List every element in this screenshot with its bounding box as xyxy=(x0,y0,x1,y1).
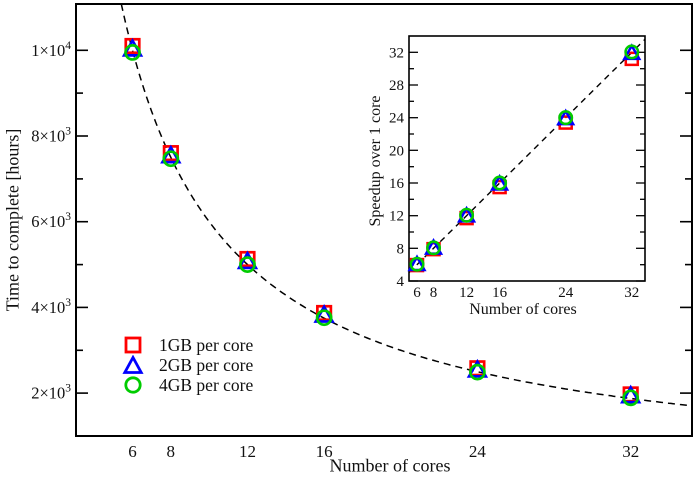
legend-label: 2GB per core xyxy=(159,355,254,375)
data-point-marker xyxy=(313,304,335,323)
inset-data-point-marker xyxy=(558,110,574,126)
legend-item-4gb-per-core: 4GB per core xyxy=(122,375,253,395)
data-point-marker xyxy=(622,389,640,407)
main-y-axis-label: Time to complete [hours] xyxy=(2,128,23,312)
legend-item-1gb-per-core: 1GB per core xyxy=(122,335,253,355)
inset-y-tick-label: 32 xyxy=(389,45,404,61)
main-plot-frame xyxy=(75,3,693,437)
inset-x-axis-label: Number of cores xyxy=(469,301,577,318)
main-y-tick-label: 4×103 xyxy=(31,297,71,317)
main-x-tick-label: 24 xyxy=(469,442,487,461)
inset-y-tick-label: 20 xyxy=(389,143,404,159)
inset-data-point-marker xyxy=(624,44,640,60)
circle-marker-icon xyxy=(124,376,142,394)
main-y-tick-label: 8×103 xyxy=(31,126,71,146)
data-point-marker xyxy=(124,44,141,61)
inset-x-tick-label: 16 xyxy=(492,285,508,301)
main-y-tick-label: 6×103 xyxy=(31,211,71,231)
circle-glyph xyxy=(124,376,142,394)
data-point-marker xyxy=(162,150,180,168)
data-point-marker xyxy=(315,309,333,327)
inset-x-tick-label: 24 xyxy=(558,285,574,301)
main-x-tick-label: 32 xyxy=(622,442,639,461)
main-x-axis-label: Number of cores xyxy=(329,455,451,476)
inset-y-tick-label: 4 xyxy=(397,274,405,290)
data-point-marker xyxy=(469,363,486,381)
triangle-marker-icon xyxy=(122,355,144,374)
square-marker-icon xyxy=(124,336,142,354)
triangle-glyph xyxy=(122,355,144,374)
series-circle xyxy=(124,44,640,407)
ideal-speedup-line-dashed xyxy=(408,38,646,274)
data-point-marker xyxy=(239,256,256,273)
inset-y-tick-label: 24 xyxy=(389,111,405,127)
inset-background xyxy=(409,36,645,281)
inset-data-point-marker xyxy=(409,256,425,272)
legend-label: 4GB per core xyxy=(159,375,254,395)
main-x-tick-label: 16 xyxy=(316,442,333,461)
inset-plot-frame xyxy=(408,35,646,282)
main-x-tick-label: 6 xyxy=(128,442,137,461)
main-x-tick-label: 12 xyxy=(239,442,256,461)
inset-x-tick-label: 6 xyxy=(413,285,421,301)
main-y-tick-label: 1×104 xyxy=(31,40,71,60)
inset-y-tick-label: 8 xyxy=(397,241,405,257)
main-y-tick-label: 2×103 xyxy=(31,383,71,403)
legend-item-2gb-per-core: 2GB per core xyxy=(122,355,253,375)
inset-y-tick-label: 16 xyxy=(389,176,405,192)
inset-data-point-marker xyxy=(426,240,442,256)
inset-series-circle xyxy=(409,44,640,272)
legend-label: 1GB per core xyxy=(159,335,254,355)
main-x-tick-label: 8 xyxy=(167,442,176,461)
data-point-marker xyxy=(466,358,489,378)
inset-x-tick-label: 12 xyxy=(459,285,474,301)
inset-y-axis-label: Speedup over 1 core xyxy=(367,95,384,227)
inset-x-tick-label: 32 xyxy=(624,285,639,301)
inset-x-tick-label: 8 xyxy=(430,285,438,301)
data-point-marker xyxy=(619,384,642,404)
inset-data-point-marker xyxy=(492,175,508,191)
inset-data-point-marker xyxy=(459,207,475,223)
inset-y-tick-label: 28 xyxy=(389,78,404,94)
inset-y-tick-label: 12 xyxy=(389,209,404,225)
legend: 1GB per core 2GB per core 4GB per core xyxy=(122,335,253,395)
square-glyph xyxy=(124,336,142,354)
